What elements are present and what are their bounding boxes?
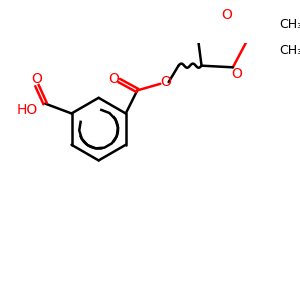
Text: O: O [108,72,119,86]
Text: O: O [232,67,242,81]
Text: O: O [161,75,172,89]
Text: O: O [32,72,42,86]
Text: CH₃: CH₃ [279,44,300,57]
Text: HO: HO [16,103,38,117]
Text: CH₃: CH₃ [279,18,300,31]
Text: O: O [221,8,232,22]
